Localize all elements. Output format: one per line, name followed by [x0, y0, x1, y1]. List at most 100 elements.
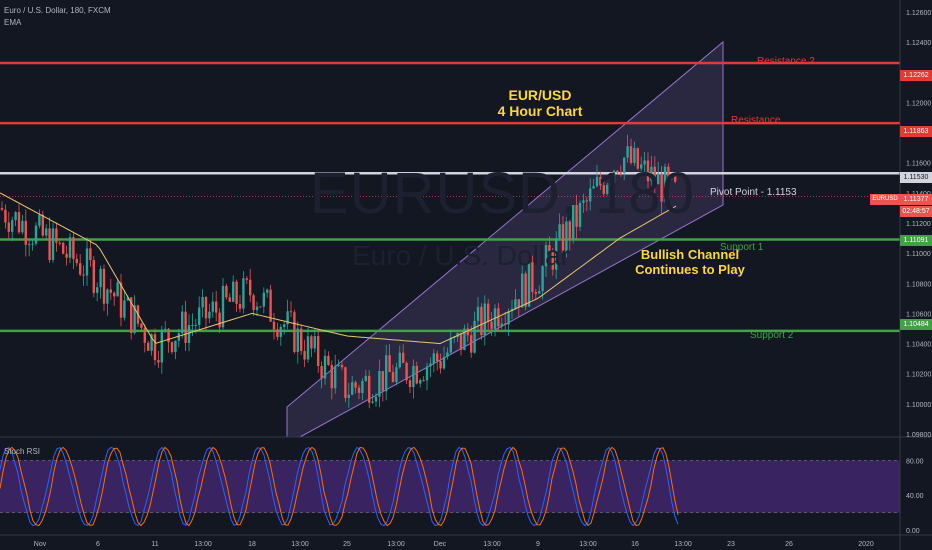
candle-body: [296, 328, 299, 353]
rsi-tick-label: 0.00: [906, 528, 920, 535]
candle-body: [436, 353, 439, 362]
chart-title-line1: EUR/USD: [508, 87, 572, 103]
time-tick-label: 13:00: [579, 541, 597, 548]
candle-body: [514, 299, 517, 309]
time-tick-label: 16: [631, 541, 639, 548]
support1-label: Support 1: [720, 242, 764, 253]
candle-body: [113, 292, 116, 297]
candle-body: [123, 300, 126, 318]
candle-body: [323, 355, 327, 379]
candle-body: [160, 329, 163, 363]
time-tick-label: 2020: [858, 541, 874, 548]
ema-line: [0, 192, 677, 345]
candle-body: [228, 297, 231, 302]
candle-body: [283, 324, 286, 328]
watermark-name: Euro / U.S. Dollar: [352, 240, 570, 271]
candle-body: [405, 362, 408, 381]
candle-body: [344, 367, 347, 398]
candle-body: [109, 289, 112, 293]
price-tick-label: 1.10200: [906, 372, 931, 379]
candle-body: [204, 297, 208, 319]
candle-body: [116, 282, 119, 297]
candle-body: [538, 291, 541, 294]
resistance2-price-tag: 1.12262: [900, 70, 932, 81]
candle-body: [487, 303, 490, 322]
time-tick-label: 26: [785, 541, 793, 548]
candle-body: [17, 212, 21, 233]
candle-body: [415, 365, 418, 384]
candle-body: [65, 253, 68, 258]
candle-body: [126, 297, 129, 301]
price-levels: [0, 61, 900, 333]
candle-body: [51, 228, 55, 261]
rsi-tick-label: 80.00: [906, 458, 924, 465]
candle-body: [164, 328, 167, 330]
candle-body: [276, 329, 279, 337]
candle-body: [599, 176, 602, 186]
candle-body: [14, 212, 17, 221]
candle-body: [317, 336, 320, 367]
price-tick-label: 1.11000: [906, 251, 931, 258]
candle-body: [85, 248, 89, 276]
candle-body: [119, 282, 123, 318]
candle-body: [517, 299, 520, 308]
candle-body: [150, 334, 153, 351]
candle-body: [388, 355, 391, 373]
rsi-tick-label: 40.00: [906, 493, 924, 500]
candle-body: [357, 387, 361, 393]
price-tick-label: 1.10800: [906, 281, 931, 288]
candle-body: [643, 160, 646, 165]
candle-body: [490, 321, 493, 329]
candle-body: [361, 380, 364, 393]
candle-body: [221, 285, 225, 328]
candle-body: [432, 353, 435, 364]
pivot-label: Pivot Point - 1.1153: [710, 187, 797, 198]
candle-body: [153, 334, 157, 361]
candle-body: [439, 361, 442, 369]
price-tick-label: 1.11600: [906, 161, 931, 168]
candle-body: [442, 356, 446, 369]
time-tick-label: 13:00: [194, 541, 212, 548]
candle-body: [385, 355, 388, 392]
price-tick-label: 1.12600: [906, 10, 931, 17]
candle-body: [201, 297, 204, 308]
candle-body: [551, 252, 554, 270]
candle-body: [534, 292, 537, 294]
candle-body: [364, 375, 367, 381]
candle-body: [300, 328, 303, 352]
candle-body: [140, 323, 143, 328]
candle-body: [21, 220, 24, 233]
candle-body: [340, 364, 344, 368]
candle-body: [473, 320, 476, 353]
candle-body: [187, 325, 191, 343]
candle-body: [667, 166, 670, 178]
candle-body: [568, 221, 571, 240]
candle-body: [412, 365, 415, 388]
price-tick-label: 1.09800: [906, 432, 931, 439]
candle-body: [48, 228, 51, 261]
candle-body: [174, 340, 177, 352]
candle-body: [497, 308, 500, 327]
candle-body: [446, 352, 449, 357]
candle-body: [565, 221, 568, 253]
channel-annotation-line1: Bullish Channel: [640, 247, 740, 262]
candle-body: [34, 225, 38, 244]
candle-body: [96, 287, 99, 293]
candle-body: [11, 220, 14, 232]
time-tick-label: 13:00: [483, 541, 501, 548]
candle-body: [184, 311, 187, 343]
candle-body: [330, 364, 333, 389]
candle-body: [55, 228, 58, 243]
support2-label: Support 2: [750, 330, 794, 341]
time-tick-label: 18: [248, 541, 256, 548]
rsi-band: [0, 460, 900, 513]
candle-body: [602, 185, 605, 194]
rsi-d-line: [0, 446, 679, 527]
candle-body: [351, 382, 354, 395]
candle-body: [68, 237, 72, 258]
candle-body: [422, 380, 425, 382]
candle-body: [38, 214, 41, 226]
countdown-tag: 02:48:57: [900, 206, 932, 217]
candle-body: [449, 337, 452, 353]
